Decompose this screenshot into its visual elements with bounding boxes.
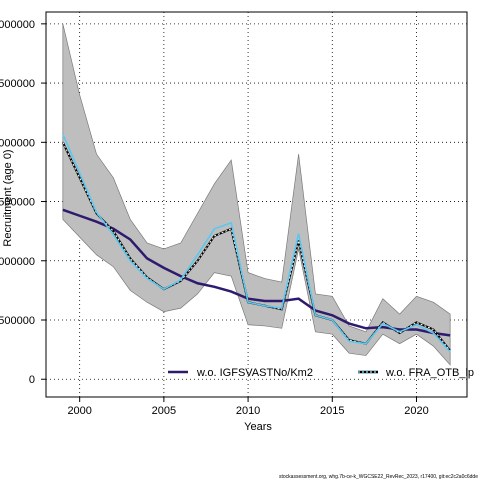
source-footer: stockassessment.org, whg.7b-ce-k_WGCSE22…: [279, 474, 478, 480]
series-line-fra-otb: [62, 133, 451, 353]
y-tick-label: 2500000: [0, 78, 35, 90]
x-tick-label: 2005: [152, 405, 176, 417]
y-axis-title: Recruitment (age 0): [2, 149, 14, 246]
x-tick-label: 2020: [404, 405, 428, 417]
confidence-band: [62, 23, 451, 366]
y-tick-label: 500000: [0, 315, 35, 327]
x-tick-label: 2000: [67, 405, 91, 417]
y-tick-label: 2000000: [0, 137, 35, 149]
series-line-baseline-dash: [62, 142, 451, 352]
x-tick-label: 2015: [320, 405, 344, 417]
y-tick-label: 0: [29, 374, 35, 386]
axes: 2000 2005 2010 2015 2020 0 500000 1000000 150000…: [0, 19, 429, 417]
x-axis-title: Years: [244, 421, 272, 433]
legend-label-fra-otb: w.o. FRA_OTB_lp: [385, 367, 474, 379]
y-tick-label: 1000000: [0, 256, 35, 268]
series-lines-layer: [61, 133, 451, 353]
plot-frame: [45, 11, 468, 398]
series-line-igfsvast: [62, 208, 451, 337]
y-tick-label: 1500000: [0, 197, 35, 209]
legend: w.o. IGFSVASTNo/Km2 w.o. FRA_OTB_lp: [168, 367, 474, 379]
confidence-band-layer: [62, 23, 451, 366]
legend-label-igfsvast: w.o. IGFSVASTNo/Km2: [196, 367, 313, 379]
y-tick-label: 3000000: [0, 19, 35, 31]
x-tick-label: 2010: [236, 405, 260, 417]
